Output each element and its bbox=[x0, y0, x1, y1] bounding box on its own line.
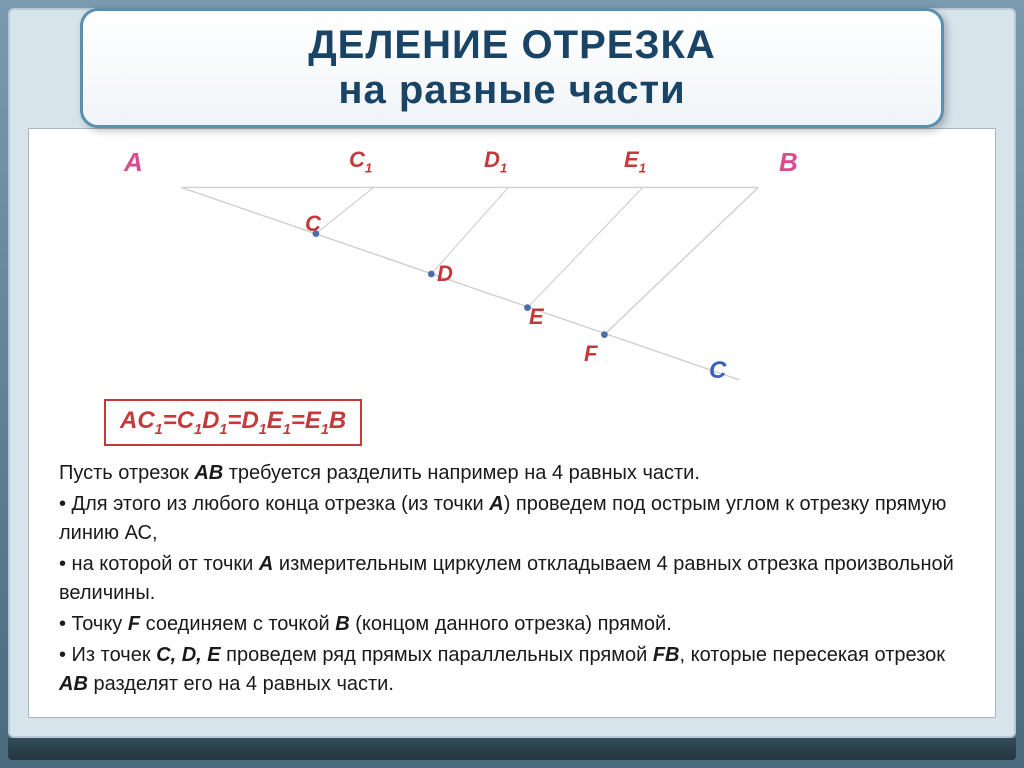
t5d: FB bbox=[653, 644, 680, 666]
diagram-svg bbox=[129, 149, 849, 399]
t2b: A bbox=[489, 493, 503, 515]
formula-box: AC1=C1D1=D1E1=E1B bbox=[104, 399, 362, 446]
t5c: проведем ряд прямых параллельных прямой bbox=[221, 644, 653, 666]
para-1: Пусть отрезок AB требуется разделить нап… bbox=[59, 459, 965, 488]
para-4: • Точку F соединяем с точкой B (концом д… bbox=[59, 610, 965, 639]
label-Cray: C bbox=[709, 357, 726, 385]
label-A: A bbox=[124, 147, 143, 178]
t5e: , которые пересекая отрезок bbox=[680, 644, 946, 666]
label-E1: E1 bbox=[624, 147, 646, 175]
label-Dpt: D bbox=[437, 261, 453, 287]
label-Cpt: C bbox=[305, 211, 321, 237]
title-line1: ДЕЛЕНИЕ ОТРЕЗКА bbox=[308, 23, 716, 68]
t4e: (концом данного отрезка) прямой. bbox=[350, 613, 672, 635]
t5a: • Из точек bbox=[59, 644, 156, 666]
t1b: AB bbox=[194, 462, 223, 484]
t4a: • Точку bbox=[59, 613, 128, 635]
para-C bbox=[316, 187, 374, 233]
title-line2: на равные части bbox=[338, 68, 685, 113]
t2a: • Для этого из любого конца отрезка (из … bbox=[59, 493, 489, 515]
content-area: A B C1 D1 E1 C D E F C AC1=C1D1=D1E1=E1B… bbox=[28, 128, 996, 718]
t4d: B bbox=[335, 613, 349, 635]
para-5: • Из точек C, D, E проведем ряд прямых п… bbox=[59, 641, 965, 699]
label-B: B bbox=[779, 147, 798, 178]
point-D bbox=[428, 271, 435, 278]
t1a: Пусть отрезок bbox=[59, 462, 194, 484]
para-3: • на которой от точки A измерительным ци… bbox=[59, 550, 965, 608]
t3a: • на которой от точки bbox=[59, 553, 259, 575]
point-F bbox=[601, 331, 608, 338]
t3b: A bbox=[259, 553, 273, 575]
title-box: ДЕЛЕНИЕ ОТРЕЗКА на равные части bbox=[80, 8, 944, 128]
t4b: F bbox=[128, 613, 140, 635]
para-E bbox=[527, 187, 642, 307]
para-2: • Для этого из любого конца отрезка (из … bbox=[59, 490, 965, 548]
label-C1: C1 bbox=[349, 147, 372, 175]
label-Ept: E bbox=[529, 304, 544, 330]
t5f: AB bbox=[59, 673, 88, 695]
text-block: Пусть отрезок AB требуется разделить нап… bbox=[59, 459, 965, 701]
t5g: разделят его на 4 равных части. bbox=[88, 673, 394, 695]
bottom-shadow bbox=[8, 738, 1016, 760]
label-D1: D1 bbox=[484, 147, 507, 175]
t4c: соединяем с точкой bbox=[140, 613, 335, 635]
t5b: C, D, E bbox=[156, 644, 220, 666]
line-FB bbox=[604, 187, 758, 334]
slide-frame: ДЕЛЕНИЕ ОТРЕЗКА на равные части bbox=[8, 8, 1016, 738]
t1c: требуется разделить например на 4 равных… bbox=[223, 462, 700, 484]
geometry-diagram bbox=[129, 149, 849, 399]
ray-AC bbox=[181, 187, 739, 379]
label-Fpt: F bbox=[584, 341, 597, 367]
